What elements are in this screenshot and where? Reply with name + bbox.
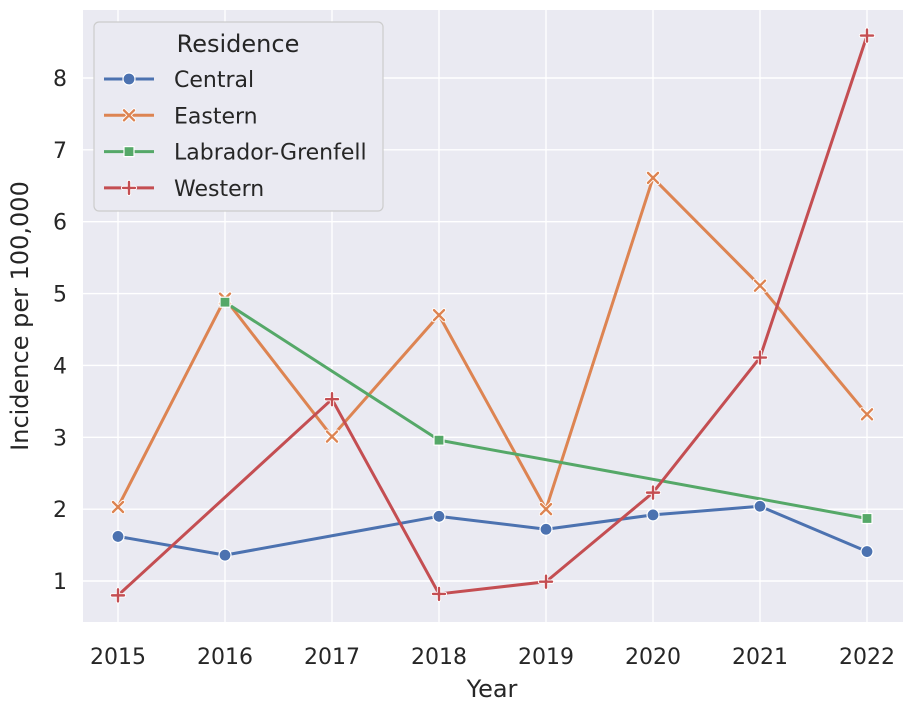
data-point-eastern [110,499,126,515]
x-tick-label: 2022 [839,645,895,670]
marker-stroke [122,109,136,122]
data-point-central [432,509,446,523]
legend-title: Residence [177,30,300,58]
y-tick-label: 7 [53,139,67,164]
data-point-western [109,587,127,604]
data-point-central [753,499,767,513]
marker-stroke [753,279,767,292]
data-point-central [646,508,660,522]
legend: Residence Central Eastern Labrador-Grenfel… [93,21,384,212]
marker-stroke [432,308,446,322]
legend-marker [121,108,137,123]
legend-marker [122,72,136,86]
y-tick-label: 5 [53,283,67,308]
data-point-eastern [859,407,875,422]
legend-item-central: Central [104,68,254,93]
data-point-central [218,548,232,562]
legend-item-western: Western [104,177,264,202]
data-point-labrador-grenfell [433,434,445,446]
x-tick-label: 2018 [411,645,467,670]
legend-item-labrador-grenfell: Labrador-Grenfell [104,141,367,166]
data-point-central [539,522,553,536]
legend-label: Labrador-Grenfell [174,141,367,166]
data-point-central [111,529,125,544]
x-axis-label: Year [466,675,518,703]
marker-stroke [860,408,874,421]
legend-frame [93,21,384,212]
legend-label: Eastern [174,104,258,129]
y-tick-label: 6 [53,211,67,236]
tick-labels: 1 2 3 4 5 6 7 8 2015 2016 2017 2018 2019 2020 2021 2022 [53,67,895,670]
y-tick-label: 8 [53,67,67,92]
x-tick-label: 2020 [625,645,681,670]
data-point-eastern [431,308,447,323]
data-point-eastern [538,502,554,517]
data-point-eastern [645,170,661,185]
legend-label: Western [174,177,264,202]
y-tick-label: 3 [53,426,67,451]
data-point-labrador-grenfell [861,512,873,525]
series-line-eastern [116,176,869,511]
data-point-western [430,585,448,603]
legend-marker [123,146,135,158]
x-tick-label: 2017 [304,645,360,670]
legend-label: Central [174,68,254,93]
x-tick-label: 2019 [518,645,574,670]
x-tick-label: 2016 [197,645,253,670]
series-markers [109,27,876,604]
marker-stroke [325,430,339,443]
data-point-labrador-grenfell [219,296,231,308]
data-point-central [860,544,874,559]
y-tick-label: 1 [53,570,67,595]
y-tick-label: 2 [53,498,67,523]
x-tick-label: 2015 [90,645,146,670]
data-point-eastern [752,278,768,293]
data-point-western [537,573,555,590]
data-point-western [644,484,662,501]
data-point-western [323,391,341,408]
y-tick-label: 4 [53,354,67,379]
data-point-western [858,27,876,44]
x-tick-label: 2021 [732,645,788,670]
marker-stroke [111,500,125,514]
y-axis-label: Incidence per 100,000 [6,181,34,451]
marker-stroke [539,502,553,516]
legend-item-eastern: Eastern [104,104,258,129]
data-point-western [751,349,769,366]
marker-stroke [646,171,660,185]
legend-marker [120,179,138,196]
data-point-eastern [324,429,340,444]
